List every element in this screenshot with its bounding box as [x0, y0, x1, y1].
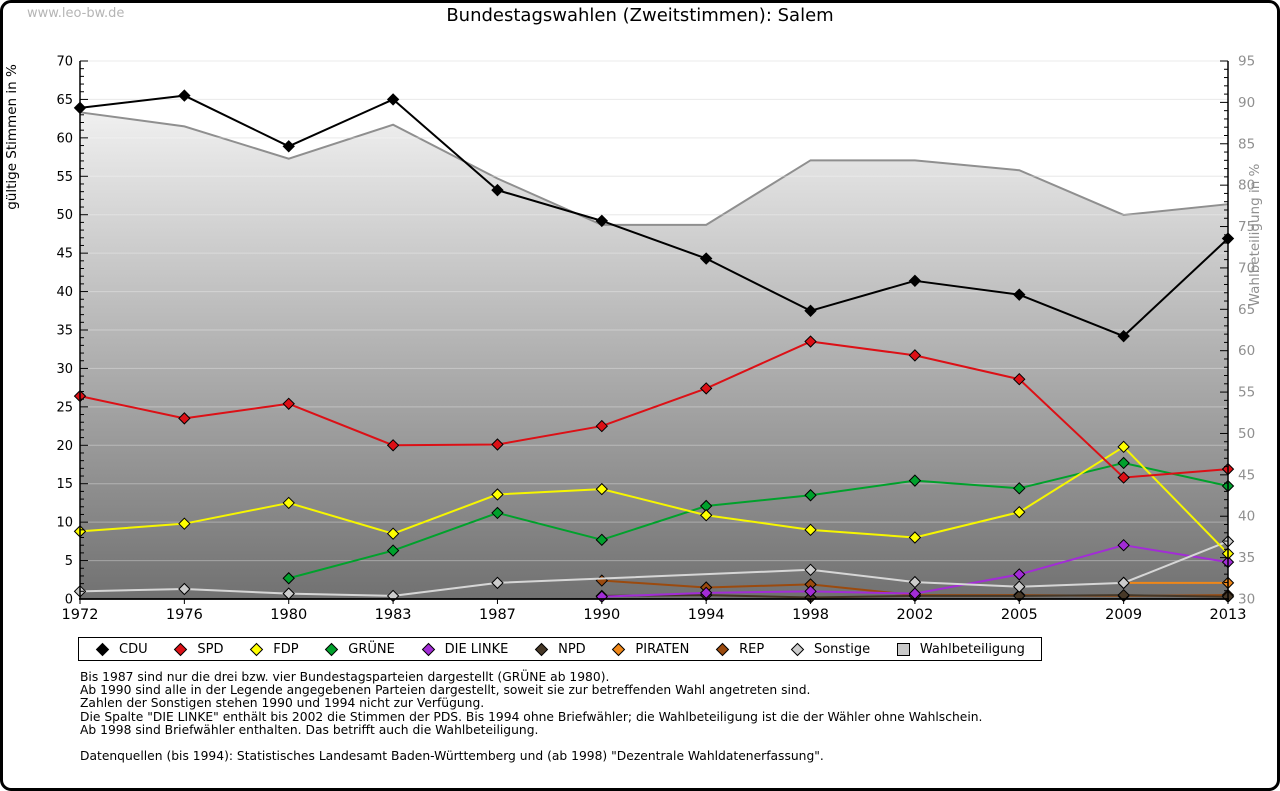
footnote-line: Die Spalte "DIE LINKE" enthält bis 2002 …: [80, 709, 983, 724]
line-chart: 0 5 10 15 20 25 30 35 40 45 50 55 60 65 70 30 35 40 45 50 55…: [4, 54, 1263, 624]
legend: CDU SPD FDP GRÜNE DIE LINKE NPD PIRATEN REP Sons…: [78, 637, 1042, 661]
x-tick-label: 1980: [270, 607, 307, 623]
right-tick-label: 30: [1238, 592, 1255, 608]
legend-label: DIE LINKE: [444, 641, 509, 657]
diamond-marker-icon: [421, 642, 435, 656]
legend-item-grüne: GRÜNE: [324, 642, 395, 657]
right-tick-label: 95: [1238, 54, 1255, 70]
left-tick-label: 70: [56, 55, 73, 70]
x-tick-label: 1994: [688, 607, 725, 623]
left-tick-label: 35: [56, 324, 73, 339]
left-tick-label: 40: [56, 285, 73, 300]
diamond-marker-icon: [534, 642, 549, 656]
right-tick-label: 50: [1238, 426, 1255, 442]
series-markers-fdp: [73, 440, 1235, 560]
right-tick-label: 80: [1238, 178, 1255, 194]
left-tick-label: 65: [56, 93, 73, 108]
right-tick-label: 70: [1238, 260, 1255, 276]
x-tick-label: 2005: [1001, 607, 1038, 623]
legend-item-piraten: PIRATEN: [611, 642, 689, 657]
legend-item-rep: REP: [715, 642, 764, 657]
footnote-line: Bis 1987 sind nur die drei bzw. vier Bun…: [80, 670, 610, 684]
series-layer: [73, 60, 1235, 604]
diamond-marker-icon: [325, 642, 339, 656]
footnote-line: Ab 1990 sind alle in der Legende angegeb…: [80, 683, 811, 698]
series-line-grüne: [288, 461, 1229, 580]
footnote-line: Zahlen der Sonstigen stehen 1990 und 199…: [80, 696, 485, 711]
right-tick-label: 60: [1238, 343, 1255, 359]
diamond-marker-icon: [790, 642, 805, 656]
left-axis-label: gültige Stimmen in %: [4, 64, 20, 210]
left-tick-label: 15: [56, 477, 73, 492]
series-markers-grüne: [282, 456, 1235, 585]
source-line: Datenquellen (bis 1994): Statistisches L…: [80, 749, 824, 764]
diamond-marker-icon: [612, 642, 626, 656]
left-tick-label: 0: [65, 593, 73, 608]
diamond-marker-icon: [174, 642, 188, 656]
legend-label: PIRATEN: [635, 641, 690, 657]
left-tick-label: 45: [56, 247, 73, 262]
footnote-lines: Bis 1987 sind nur die drei bzw. vier Bun…: [80, 670, 983, 737]
left-tick-label: 30: [56, 362, 73, 377]
turnout-area: [80, 112, 1228, 599]
legend-label: SPD: [197, 641, 224, 657]
legend-label: CDU: [119, 641, 148, 657]
legend-label: FDP: [273, 641, 299, 657]
area-swatch-icon: [896, 642, 910, 656]
series-line-fdp: [79, 445, 1229, 555]
footnote-line: Ab 1998 sind Briefwähler enthalten. Das …: [80, 722, 539, 737]
legend-item-fdp: FDP: [249, 641, 299, 657]
right-tick-label: 45: [1238, 467, 1255, 483]
diamond-marker-icon: [250, 642, 264, 656]
x-tick-label: 1990: [583, 607, 620, 623]
legend-label: Sonstige: [813, 641, 871, 657]
left-tick-label: 50: [56, 208, 73, 223]
series-line-spd: [79, 340, 1229, 479]
legend-item-die-linke: DIE LINKE: [421, 641, 509, 657]
right-tick-label: 65: [1238, 302, 1255, 318]
legend-item-npd: NPD: [534, 642, 586, 657]
legend-label: NPD: [558, 641, 586, 657]
right-tick-label: 35: [1238, 550, 1255, 566]
legend-label: Wahlbeteiligung: [919, 641, 1025, 657]
x-tick-label: 1972: [62, 607, 99, 623]
x-tick-label: 1998: [792, 607, 829, 623]
turnout-line: [79, 111, 1229, 226]
x-tick-label: 2002: [896, 607, 933, 623]
left-tick-label: 60: [56, 131, 73, 146]
left-tick-label: 55: [56, 170, 73, 185]
footnotes: Bis 1987 sind nur die drei bzw. vier Bun…: [80, 670, 983, 764]
diamond-marker-icon: [95, 642, 110, 656]
x-tick-label: 2013: [1210, 607, 1247, 623]
left-tick-label: 20: [56, 439, 73, 454]
right-tick-label: 40: [1238, 509, 1255, 525]
series-line-cdu: [79, 94, 1229, 338]
left-tick-label: 10: [56, 516, 73, 531]
x-tick-label: 1983: [375, 607, 412, 623]
right-axis-label: Wahlbeteiligung in %: [1247, 163, 1263, 306]
right-tick-label: 85: [1238, 136, 1255, 152]
axes-layer: 0 5 10 15 20 25 30 35 40 45 50 55 60 65 70 30 35 40 45 50 55…: [4, 54, 1263, 624]
left-tick-label: 25: [56, 400, 73, 415]
legend-item-sonstige: Sonstige: [790, 642, 870, 657]
series-line-sonstige: [79, 540, 1229, 597]
legend-item-cdu: CDU: [95, 642, 148, 657]
right-tick-label: 90: [1238, 95, 1255, 111]
right-tick-label: 55: [1238, 385, 1255, 401]
x-tick-label: 1976: [166, 607, 203, 623]
x-tick-label: 1987: [479, 607, 516, 623]
x-tick-label: 2009: [1105, 607, 1142, 623]
watermark-leo-bw: www.leo-bw.de: [27, 6, 125, 21]
diamond-marker-icon: [715, 642, 730, 656]
legend-item-wahlbeteiligung: Wahlbeteiligung: [896, 642, 1025, 657]
legend-label: GRÜNE: [348, 641, 395, 657]
page-title: Bundestagswahlen (Zweitstimmen): Salem: [446, 5, 834, 26]
legend-label: REP: [739, 641, 765, 657]
series-markers-sonstige: [73, 535, 1235, 603]
series-markers-cdu: [73, 89, 1235, 343]
right-tick-label: 75: [1238, 219, 1255, 235]
left-tick-label: 5: [65, 554, 73, 569]
legend-item-spd: SPD: [173, 642, 223, 657]
